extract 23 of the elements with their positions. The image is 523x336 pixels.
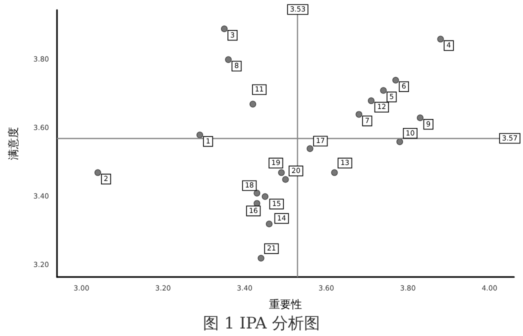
point (368, 97, 374, 104)
point (221, 26, 228, 32)
point (282, 176, 289, 183)
point (416, 114, 424, 122)
point (266, 220, 272, 228)
text: 图 1 IPA 分析图 (203, 314, 320, 332)
x-axis-title: 重要性 (269, 298, 302, 311)
point (94, 169, 102, 176)
point (250, 100, 256, 108)
y-axis-title: 满意度 (7, 127, 20, 160)
point (356, 111, 362, 118)
point (306, 145, 314, 152)
point (396, 138, 404, 146)
point (262, 193, 268, 200)
point (196, 132, 204, 138)
point (380, 87, 387, 94)
point (258, 254, 264, 262)
point (254, 190, 260, 196)
point (278, 169, 285, 176)
point (225, 56, 232, 63)
point (331, 169, 338, 176)
point (392, 76, 399, 84)
point (437, 36, 444, 42)
